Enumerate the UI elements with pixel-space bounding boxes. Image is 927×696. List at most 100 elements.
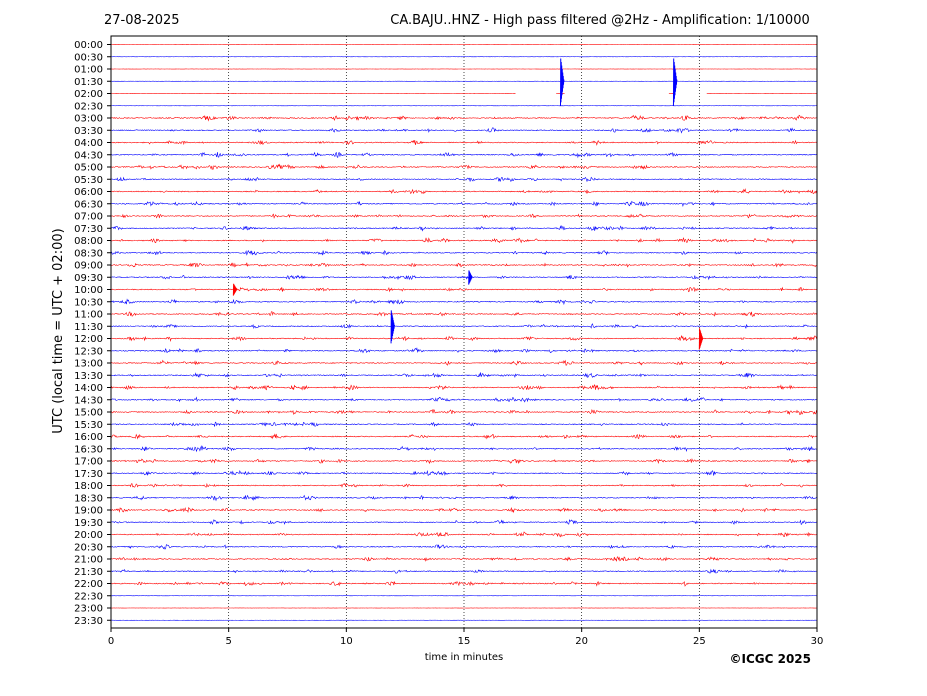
row-label: 22:00: [74, 579, 103, 590]
row-label: 10:30: [74, 297, 103, 308]
x-axis-ticks: 0 5 10 15 20 25 30: [108, 628, 824, 647]
trace-line: [110, 482, 817, 488]
trace-line: [110, 506, 817, 514]
trace-line: [110, 396, 817, 403]
trace-line: [110, 409, 817, 416]
x-tick-label: 15: [458, 636, 471, 647]
trace-line: [110, 384, 817, 391]
trace-line: [110, 470, 817, 477]
seismic-event: [232, 283, 238, 296]
row-label: 13:30: [74, 371, 103, 382]
row-label: 16:30: [74, 444, 103, 455]
row-label: 20:30: [74, 542, 103, 553]
trace-line: [110, 249, 817, 256]
row-label: 19:00: [74, 506, 103, 517]
row-label: 03:00: [74, 114, 103, 125]
row-label: 01:00: [74, 65, 103, 76]
row-label: 05:30: [74, 175, 103, 186]
row-label: 08:00: [74, 236, 103, 247]
row-label: 08:30: [74, 248, 103, 259]
row-label: 04:30: [74, 150, 103, 161]
row-label: 06:00: [74, 187, 103, 198]
row-label: 21:00: [74, 555, 103, 566]
trace-line: [110, 347, 817, 354]
trace-line: [110, 556, 817, 562]
row-label: 23:00: [74, 604, 103, 615]
x-tick-label: 5: [225, 636, 231, 647]
trace-line: [110, 531, 817, 538]
row-label: 13:00: [74, 359, 103, 370]
y-axis-label: UTC (local time = UTC + 02:00): [51, 228, 66, 433]
row-label: 11:30: [74, 322, 103, 333]
trace-line: [110, 188, 817, 195]
row-label: 06:30: [74, 199, 103, 210]
row-label: 21:30: [74, 567, 103, 578]
row-label: 20:00: [74, 530, 103, 541]
row-label: 05:00: [74, 163, 103, 174]
x-tick-label: 30: [811, 636, 824, 647]
seismic-event: [672, 58, 678, 106]
trace-line: [110, 494, 817, 502]
row-label: 07:00: [74, 212, 103, 223]
trace-line: [110, 311, 817, 317]
row-label: 12:30: [74, 346, 103, 357]
trace-line: [110, 200, 817, 208]
x-axis-label: time in minutes: [425, 652, 504, 663]
row-label: 04:00: [74, 138, 103, 149]
trace-line: [110, 237, 817, 244]
row-label: 09:00: [74, 261, 103, 272]
row-label: 16:00: [74, 432, 103, 443]
trace-line: [110, 372, 817, 379]
seismic-event: [468, 270, 473, 285]
chart-title: CA.BAJU..HNZ - High pass filtered @2Hz -…: [390, 13, 810, 28]
row-label: 07:30: [74, 224, 103, 235]
trace-line: [110, 433, 817, 440]
trace-line: [110, 114, 817, 122]
trace-line: [110, 421, 817, 428]
trace-line: [110, 151, 817, 159]
trace-line: [110, 458, 817, 465]
row-label: 15:30: [74, 420, 103, 431]
trace-line: [110, 298, 817, 306]
row-label: 18:30: [74, 493, 103, 504]
row-label: 14:30: [74, 395, 103, 406]
trace-line: [110, 262, 817, 268]
seismic-event: [559, 58, 565, 106]
row-label: 17:00: [74, 457, 103, 468]
trace-line: [110, 323, 817, 330]
row-label: 00:00: [74, 40, 103, 51]
row-label: 23:30: [74, 616, 103, 627]
trace-line: [110, 225, 817, 232]
trace-line: [110, 568, 817, 574]
trace-line: [110, 286, 817, 293]
x-tick-label: 20: [575, 636, 588, 647]
seismic-event: [698, 328, 704, 350]
row-label: 11:00: [74, 310, 103, 321]
row-label: 01:30: [74, 77, 103, 88]
trace-line: [110, 213, 817, 219]
trace-line: [110, 127, 817, 134]
row-label: 02:00: [74, 89, 103, 100]
seismic-event: [390, 310, 396, 344]
trace-line: [110, 359, 817, 366]
row-label: 02:30: [74, 101, 103, 112]
trace-line: [110, 139, 817, 146]
row-label: 14:00: [74, 383, 103, 394]
row-label: 12:00: [74, 334, 103, 345]
row-label: 00:30: [74, 52, 103, 63]
trace-line: [110, 274, 817, 281]
date-label: 27-08-2025: [104, 13, 180, 28]
row-label: 10:00: [74, 285, 103, 296]
seismic-traces: [110, 44, 817, 621]
trace-line: [110, 176, 817, 183]
copyright-label: ©ICGC 2025: [729, 652, 811, 666]
trace-line: [110, 445, 817, 453]
trace-line: [110, 163, 817, 170]
x-tick-label: 0: [108, 636, 114, 647]
trace-line: [110, 518, 817, 526]
row-label: 09:30: [74, 273, 103, 284]
x-tick-label: 25: [693, 636, 706, 647]
